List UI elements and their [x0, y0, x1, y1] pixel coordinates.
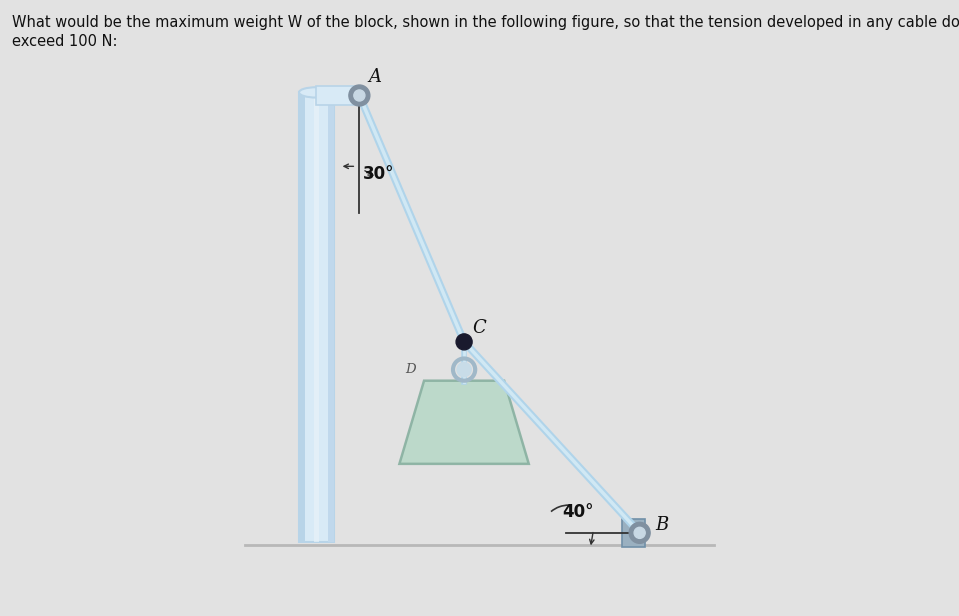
Text: 30°: 30°: [363, 164, 394, 182]
Text: 40°: 40°: [563, 503, 595, 521]
Circle shape: [629, 522, 650, 543]
Polygon shape: [299, 92, 334, 542]
Circle shape: [349, 85, 370, 106]
Polygon shape: [299, 92, 305, 542]
Polygon shape: [622, 519, 644, 547]
Polygon shape: [314, 92, 318, 542]
Text: B: B: [655, 516, 668, 533]
Circle shape: [456, 334, 472, 350]
Polygon shape: [399, 381, 528, 464]
Ellipse shape: [299, 87, 334, 97]
Polygon shape: [328, 92, 334, 542]
Polygon shape: [316, 86, 360, 105]
Text: What would be the maximum weight W of the block, shown in the following figure, : What would be the maximum weight W of th…: [12, 15, 959, 30]
Text: D: D: [406, 363, 416, 376]
Text: A: A: [368, 68, 382, 86]
Circle shape: [457, 363, 471, 376]
Circle shape: [634, 527, 645, 538]
Circle shape: [354, 90, 365, 101]
Text: C: C: [473, 319, 486, 337]
Text: exceed 100 N:: exceed 100 N:: [12, 34, 118, 49]
